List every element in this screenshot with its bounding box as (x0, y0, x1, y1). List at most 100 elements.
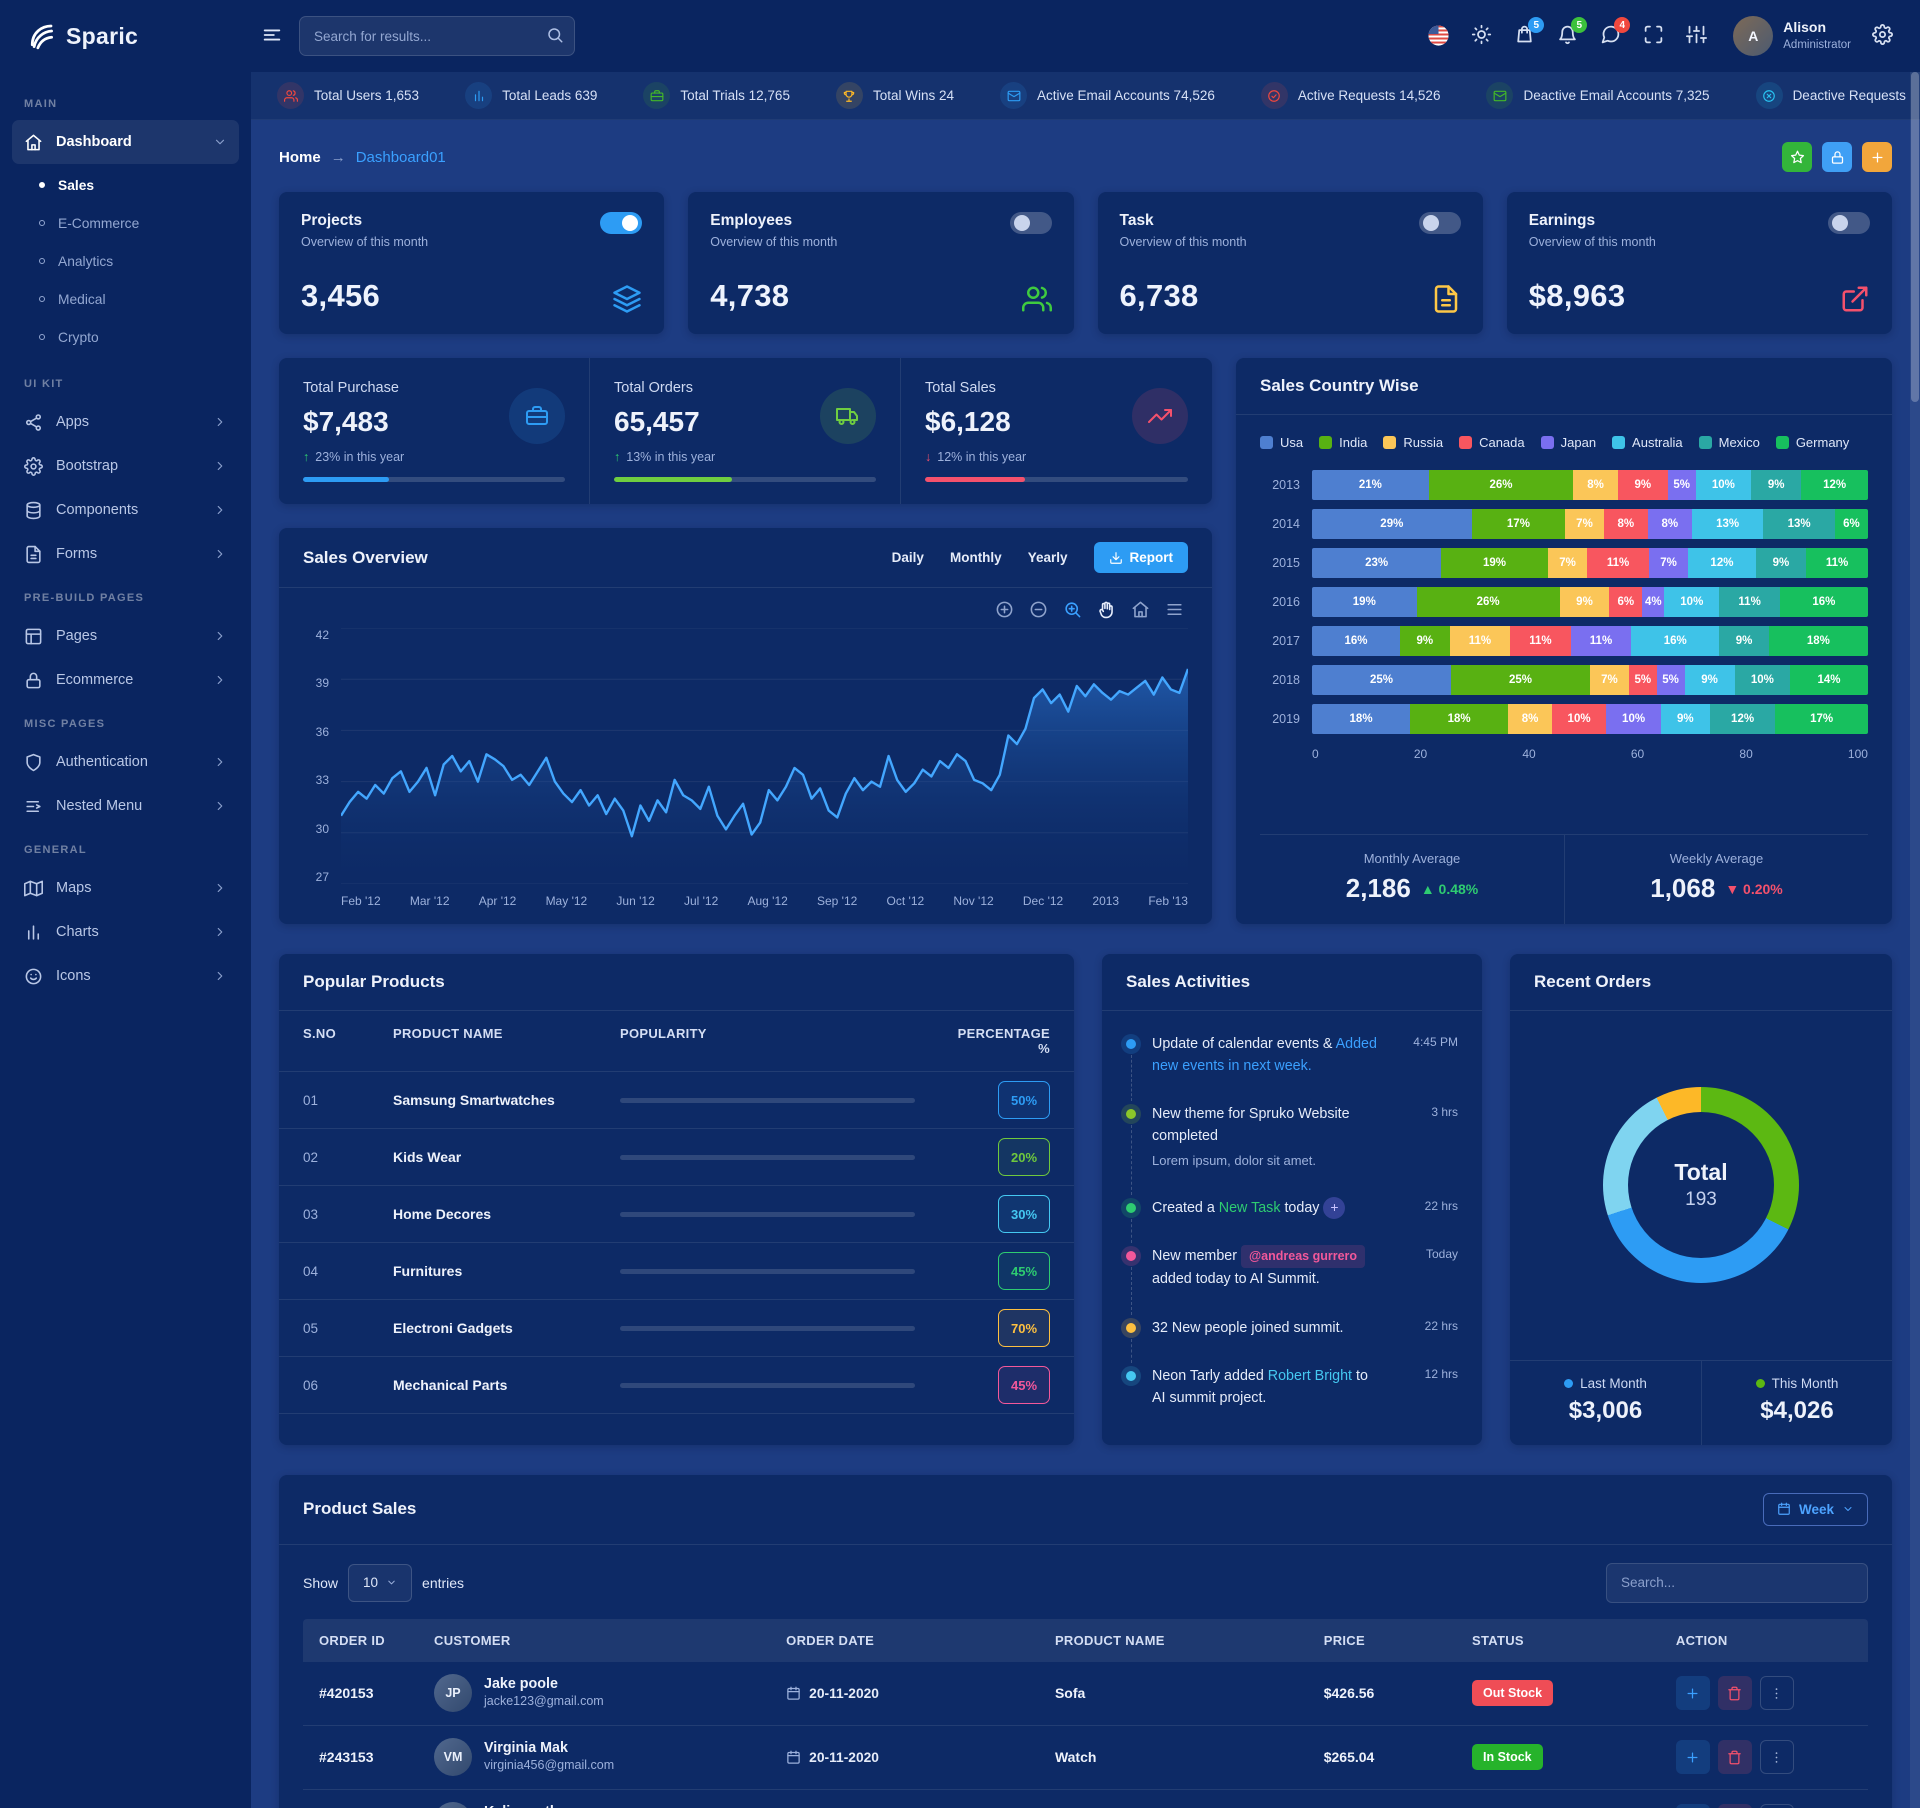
column-header[interactable]: ORDER ID (319, 1632, 385, 1648)
activity-link[interactable]: Added new events in next week. (1152, 1036, 1377, 1075)
sidebar-subitem-sales[interactable]: Sales (12, 166, 239, 204)
tab-yearly[interactable]: Yearly (1027, 550, 1068, 565)
order-id[interactable]: #243153 (319, 1749, 374, 1766)
stat-toggle[interactable] (1009, 212, 1052, 234)
fullscreen-button[interactable] (1641, 24, 1665, 48)
legend-item[interactable]: Australia (1612, 435, 1683, 450)
settings-button[interactable] (1870, 24, 1894, 48)
column-header[interactable]: ACTION (1675, 1632, 1728, 1648)
legend-item[interactable]: Germany (1775, 435, 1849, 450)
more-options-button[interactable] (1759, 1740, 1794, 1775)
legend-item[interactable]: Usa (1260, 435, 1303, 450)
sidebar-item-authentication[interactable]: Authentication (12, 740, 239, 784)
sidebar-item-charts[interactable]: Charts (12, 910, 239, 954)
sidebar-item-dashboard[interactable]: Dashboard (12, 120, 239, 164)
pan-hand-icon[interactable] (1097, 600, 1116, 619)
chart-menu-icon[interactable] (1165, 600, 1184, 619)
country-bars-chart[interactable]: 2013 21% 26% 8% 9% 5% 10% 9% 12% 2014 29% 17% 7% 8% 8%… (1260, 470, 1868, 743)
delete-button[interactable] (1717, 1804, 1752, 1808)
sidebar-item-maps[interactable]: Maps (12, 866, 239, 910)
delete-button[interactable] (1717, 1676, 1752, 1711)
sales-overview-chart[interactable] (341, 628, 1188, 884)
language-button[interactable] (1426, 24, 1450, 48)
sidebar-item-nested-menu[interactable]: Nested Menu (12, 784, 239, 828)
zoom-in-circle-icon[interactable] (995, 600, 1014, 619)
more-options-button[interactable] (1759, 1804, 1794, 1808)
delete-button[interactable] (1717, 1740, 1752, 1775)
table-search-input[interactable] (1606, 1562, 1868, 1603)
legend-item[interactable]: Russia (1383, 435, 1443, 450)
sidebar-subitem-crypto[interactable]: Crypto (12, 318, 239, 356)
table-row[interactable]: #420153 JP Jake poole jacke123@gmail.com 20-… (303, 1662, 1868, 1726)
sidebar-subitem-analytics[interactable]: Analytics (12, 242, 239, 280)
scrollbar[interactable] (1910, 0, 1920, 1808)
zoom-out-circle-icon[interactable] (1029, 600, 1048, 619)
activity-link[interactable]: New Task (1218, 1199, 1281, 1216)
period-dropdown[interactable]: Week (1762, 1492, 1868, 1526)
mention-tag[interactable]: @andreas gurrero (1240, 1244, 1366, 1269)
table-row[interactable]: 02 Kids Wear 20% (279, 1129, 1074, 1186)
quick-action-lock-icon[interactable] (1822, 142, 1852, 172)
selection-zoom-icon[interactable] (1063, 600, 1082, 619)
tab-monthly[interactable]: Monthly (949, 550, 1002, 565)
activity-link[interactable]: Robert Bright (1267, 1367, 1353, 1384)
cart-button[interactable]: 5 (1512, 17, 1545, 48)
sidebar-subitem-medical[interactable]: Medical (12, 280, 239, 318)
sidebar-item-ecommerce[interactable]: Ecommerce (12, 658, 239, 702)
table-row[interactable]: #230153KNKylie northkylie@gmail.com19-11… (303, 1790, 1868, 1808)
table-row[interactable]: 03 Home Decores 30% (279, 1186, 1074, 1243)
table-row[interactable]: #243153 VM Virginia Mak virginia456@gmail.c… (303, 1726, 1868, 1790)
column-header[interactable]: S.NO (303, 1026, 336, 1041)
table-row[interactable]: 01 Samsung Smartwatches 50% (279, 1072, 1074, 1129)
sidebar-item-apps[interactable]: Apps (12, 400, 239, 444)
report-button[interactable]: Report (1093, 542, 1188, 573)
table-row[interactable]: 05 Electroni Gadgets 70% (279, 1300, 1074, 1357)
stat-toggle[interactable] (1828, 212, 1870, 234)
theme-button[interactable] (1469, 24, 1493, 48)
column-header[interactable]: PRICE (1323, 1632, 1365, 1648)
column-header[interactable]: POPULARITY (620, 1026, 707, 1041)
breadcrumb-home[interactable]: Home (279, 148, 321, 166)
order-id[interactable]: #420153 (319, 1685, 374, 1702)
sidebar-item-forms[interactable]: Forms (12, 532, 239, 576)
legend-item[interactable]: Mexico (1698, 435, 1760, 450)
sidebar-item-bootstrap[interactable]: Bootstrap (12, 444, 239, 488)
user-menu[interactable]: A Alison Administrator (1733, 16, 1851, 56)
notifications-button[interactable]: 5 (1555, 17, 1588, 48)
brand-logo[interactable]: Sparic (0, 21, 251, 51)
reset-home-icon[interactable] (1131, 600, 1150, 619)
sidebar-item-pages[interactable]: Pages (12, 614, 239, 658)
quick-action-star-icon[interactable] (1782, 142, 1812, 172)
legend-item[interactable]: Japan (1540, 435, 1596, 450)
column-header[interactable]: CUSTOMER (434, 1632, 511, 1648)
orders-donut-chart[interactable]: Total 193 (1603, 1087, 1799, 1284)
sidebar-item-components[interactable]: Components (12, 488, 239, 532)
column-header[interactable]: PRODUCT NAME (1054, 1632, 1165, 1648)
search-input[interactable] (299, 16, 575, 56)
add-button[interactable] (1675, 1804, 1710, 1808)
add-task-icon[interactable]: + (1323, 1196, 1346, 1219)
quick-action-plus-icon[interactable] (1862, 142, 1892, 172)
stat-toggle[interactable] (600, 212, 643, 234)
add-button[interactable] (1675, 1740, 1710, 1775)
table-row[interactable]: 06 Mechanical Parts 45% (279, 1357, 1074, 1414)
sidebar-item-icons[interactable]: Icons (12, 954, 239, 998)
table-row[interactable]: 04 Furnitures 45% (279, 1243, 1074, 1300)
messages-button[interactable]: 4 (1598, 17, 1631, 48)
breadcrumb-current[interactable]: Dashboard01 (355, 148, 446, 166)
more-options-button[interactable] (1759, 1676, 1794, 1711)
tab-daily[interactable]: Daily (891, 550, 924, 565)
scrollbar-thumb[interactable] (1911, 72, 1919, 402)
column-header[interactable]: PERCENTAGE % (957, 1026, 1050, 1056)
page-size-select[interactable]: 10 (348, 1563, 413, 1602)
sidebar-toggle-button[interactable] (255, 19, 289, 53)
add-button[interactable] (1675, 1676, 1710, 1711)
search-icon[interactable] (546, 26, 564, 44)
legend-item[interactable]: India (1319, 435, 1367, 450)
stat-toggle[interactable] (1418, 212, 1461, 234)
sidebar-subitem-e-commerce[interactable]: E-Commerce (12, 204, 239, 242)
layout-settings-button[interactable] (1684, 24, 1708, 48)
column-header[interactable]: PRODUCT NAME (393, 1026, 503, 1041)
legend-item[interactable]: Canada (1459, 435, 1525, 450)
column-header[interactable]: ORDER DATE (786, 1632, 875, 1648)
